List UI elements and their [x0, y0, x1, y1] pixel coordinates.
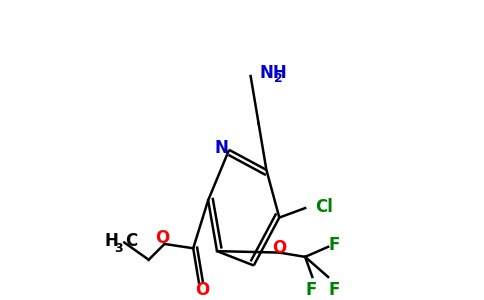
- Text: C: C: [125, 232, 137, 250]
- Text: F: F: [305, 281, 317, 299]
- Text: NH: NH: [259, 64, 287, 82]
- Text: F: F: [329, 281, 340, 299]
- Text: H: H: [105, 232, 119, 250]
- Text: F: F: [329, 236, 340, 254]
- Text: 2: 2: [274, 72, 283, 86]
- Text: O: O: [155, 229, 169, 247]
- Text: Cl: Cl: [315, 198, 333, 216]
- Text: 3: 3: [114, 242, 123, 255]
- Text: O: O: [272, 239, 287, 257]
- Text: O: O: [195, 281, 210, 299]
- Text: N: N: [215, 139, 229, 157]
